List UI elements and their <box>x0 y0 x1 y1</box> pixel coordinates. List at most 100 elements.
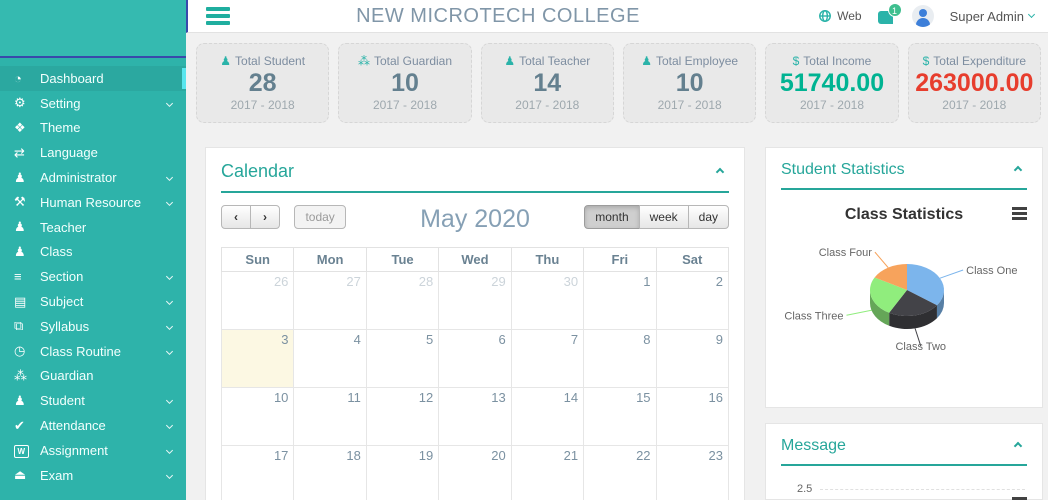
check-icon: ✔ <box>14 417 25 433</box>
chevron-down-icon <box>165 471 174 479</box>
calendar-day-cell[interactable]: 29 <box>438 271 512 330</box>
calendar-day-cell[interactable]: 22 <box>583 445 657 500</box>
day-header-tue: Tue <box>365 247 440 272</box>
calendar-day-cell[interactable]: 20 <box>438 445 512 500</box>
class-statistics-pie-chart[interactable]: Class One Class Two Class Three Class Four <box>781 228 1029 386</box>
stat-value: 14 <box>533 69 562 97</box>
sidebar-item-label: Section <box>40 269 84 285</box>
theme-icon: ❖ <box>14 119 26 135</box>
calendar-day-cell[interactable]: 6 <box>438 329 512 388</box>
calendar-day-cell[interactable]: 26 <box>220 271 295 330</box>
calendar-day-cell-today[interactable]: 3 <box>220 329 295 388</box>
student-statistics-title: Student Statistics <box>781 161 905 178</box>
calendar-day-cell[interactable]: 9 <box>655 329 730 388</box>
sidebar-item-assignment[interactable]: W Assignment <box>0 438 186 463</box>
next-month-button[interactable]: › <box>250 205 280 229</box>
stat-period: 2017 - 2018 <box>372 98 438 112</box>
sidebar-item-subject[interactable]: ▤ Subject <box>0 289 186 314</box>
web-link[interactable]: Web <box>818 9 862 23</box>
calendar-day-cell[interactable]: 14 <box>510 387 585 446</box>
calendar-day-cell[interactable]: 7 <box>510 329 585 388</box>
calendar-nav-group: ‹ › <box>221 205 280 229</box>
sidebar-item-setting[interactable]: ⚙ Setting <box>0 91 186 116</box>
sidebar-item-guardian[interactable]: ⁂ Guardian <box>0 364 186 389</box>
messages-button[interactable]: 1 <box>877 3 902 24</box>
page-title: NEW MICROTECH COLLEGE <box>356 4 640 27</box>
stat-period: 2017 - 2018 <box>799 98 864 112</box>
chart-context-menu-icon[interactable] <box>1012 207 1027 220</box>
today-button[interactable]: today <box>294 205 346 229</box>
sidebar-item-administrator[interactable]: ♟ Administrator <box>0 165 186 190</box>
prev-month-button[interactable]: ‹ <box>221 205 251 229</box>
calendar-day-cell[interactable]: 2 <box>655 271 730 330</box>
collapse-chevron-icon[interactable] <box>715 167 725 176</box>
day-header-fri: Fri <box>583 247 657 272</box>
message-mini-chart: 2.5 <box>781 483 1027 500</box>
stat-period: 2017 - 2018 <box>942 98 1007 112</box>
lines-icon: ≡ <box>14 269 22 285</box>
user-avatar[interactable] <box>911 5 934 27</box>
chevron-down-icon <box>165 174 174 182</box>
calendar-view-switcher: month week day <box>584 205 729 229</box>
chart-context-menu-icon[interactable] <box>1012 497 1027 500</box>
web-label: Web <box>837 9 862 23</box>
sidebar-item-human-resource[interactable]: ⚒ Human Resource <box>0 190 186 215</box>
sidebar-item-label: Dashboard <box>40 70 104 86</box>
calendar-day-cell[interactable]: 28 <box>365 271 440 330</box>
stat-card-total-guardian: ⁂ Total Guardian 10 2017 - 2018 <box>338 43 472 123</box>
calendar-day-cell[interactable]: 17 <box>220 445 295 500</box>
calendar-day-cell[interactable]: 4 <box>293 329 367 388</box>
sidebar-item-class-routine[interactable]: ◷ Class Routine <box>0 339 186 364</box>
sidebar-item-theme[interactable]: ❖ Theme <box>0 116 186 141</box>
person-icon: ♟ <box>641 54 652 68</box>
panel-divider <box>221 191 729 193</box>
calendar-day-cell[interactable]: 19 <box>365 445 440 500</box>
calendar-day-cell[interactable]: 21 <box>510 445 585 500</box>
view-button-day[interactable]: day <box>687 205 729 229</box>
collapse-chevron-icon[interactable] <box>1013 165 1023 175</box>
panel-divider <box>781 464 1027 466</box>
sidebar-item-label: Assignment <box>40 442 108 458</box>
view-button-month[interactable]: month <box>584 205 640 229</box>
sidebar-item-language[interactable]: ⇄ Language <box>0 140 186 165</box>
avatar-head <box>918 9 927 17</box>
sidebar-item-teacher[interactable]: ♟ Teacher <box>0 215 186 240</box>
stat-label: $ Total Income <box>792 54 872 68</box>
calendar-day-cell[interactable]: 10 <box>220 387 295 446</box>
calendar-panel-header: Calendar <box>221 161 729 182</box>
stat-card-total-employee: ♟ Total Employee 10 2017 - 2018 <box>622 43 757 123</box>
stat-value: 51740.00 <box>779 69 885 97</box>
people-icon: ♟ <box>504 54 516 68</box>
calendar-day-cell[interactable]: 13 <box>438 387 512 446</box>
calendar-day-cell[interactable]: 8 <box>583 329 657 388</box>
sidebar-item-label: Class <box>40 244 73 260</box>
sidebar-item-class[interactable]: ♟ Class <box>0 240 186 265</box>
calendar-day-cell[interactable]: 16 <box>655 387 730 446</box>
calendar-day-cell[interactable]: 23 <box>655 445 730 500</box>
calendar-day-cell[interactable]: 18 <box>293 445 367 500</box>
calendar-day-cell[interactable]: 15 <box>583 387 657 446</box>
sidebar-item-attendance[interactable]: ✔ Attendance <box>0 413 186 438</box>
dollar-icon: $ <box>792 54 800 68</box>
stat-label: $ Total Expenditure <box>922 54 1027 68</box>
sidebar-item-label: Teacher <box>40 219 87 235</box>
collapse-chevron-icon[interactable] <box>1013 441 1023 451</box>
sidebar-item-student[interactable]: ♟ Student <box>0 388 186 413</box>
calendar-day-cell[interactable]: 27 <box>293 271 367 330</box>
sidebar-item-section[interactable]: ≡ Section <box>0 264 186 289</box>
day-header-sun: Sun <box>220 247 295 272</box>
calendar-day-cell[interactable]: 5 <box>365 329 440 388</box>
user-name: Super Admin <box>949 8 1024 24</box>
user-menu[interactable]: Super Admin <box>949 8 1036 24</box>
calendar-day-cell[interactable]: 11 <box>293 387 367 446</box>
sidebar-item-exam[interactable]: ⏏ Exam <box>0 463 186 488</box>
calendar-day-cell[interactable]: 30 <box>510 271 585 330</box>
calendar-day-cell[interactable]: 1 <box>583 271 657 330</box>
hamburger-menu-icon[interactable] <box>206 7 230 25</box>
paw-icon: ⁂ <box>357 54 370 68</box>
calendar-day-cell[interactable]: 12 <box>365 387 440 446</box>
sidebar-item-dashboard[interactable]: ◔ Dashboard <box>0 66 186 91</box>
stat-card-total-income: $ Total Income 51740.00 2017 - 2018 <box>765 43 899 123</box>
sidebar-item-syllabus[interactable]: ⧉ Syllabus <box>0 314 186 339</box>
view-button-week[interactable]: week <box>638 205 689 229</box>
